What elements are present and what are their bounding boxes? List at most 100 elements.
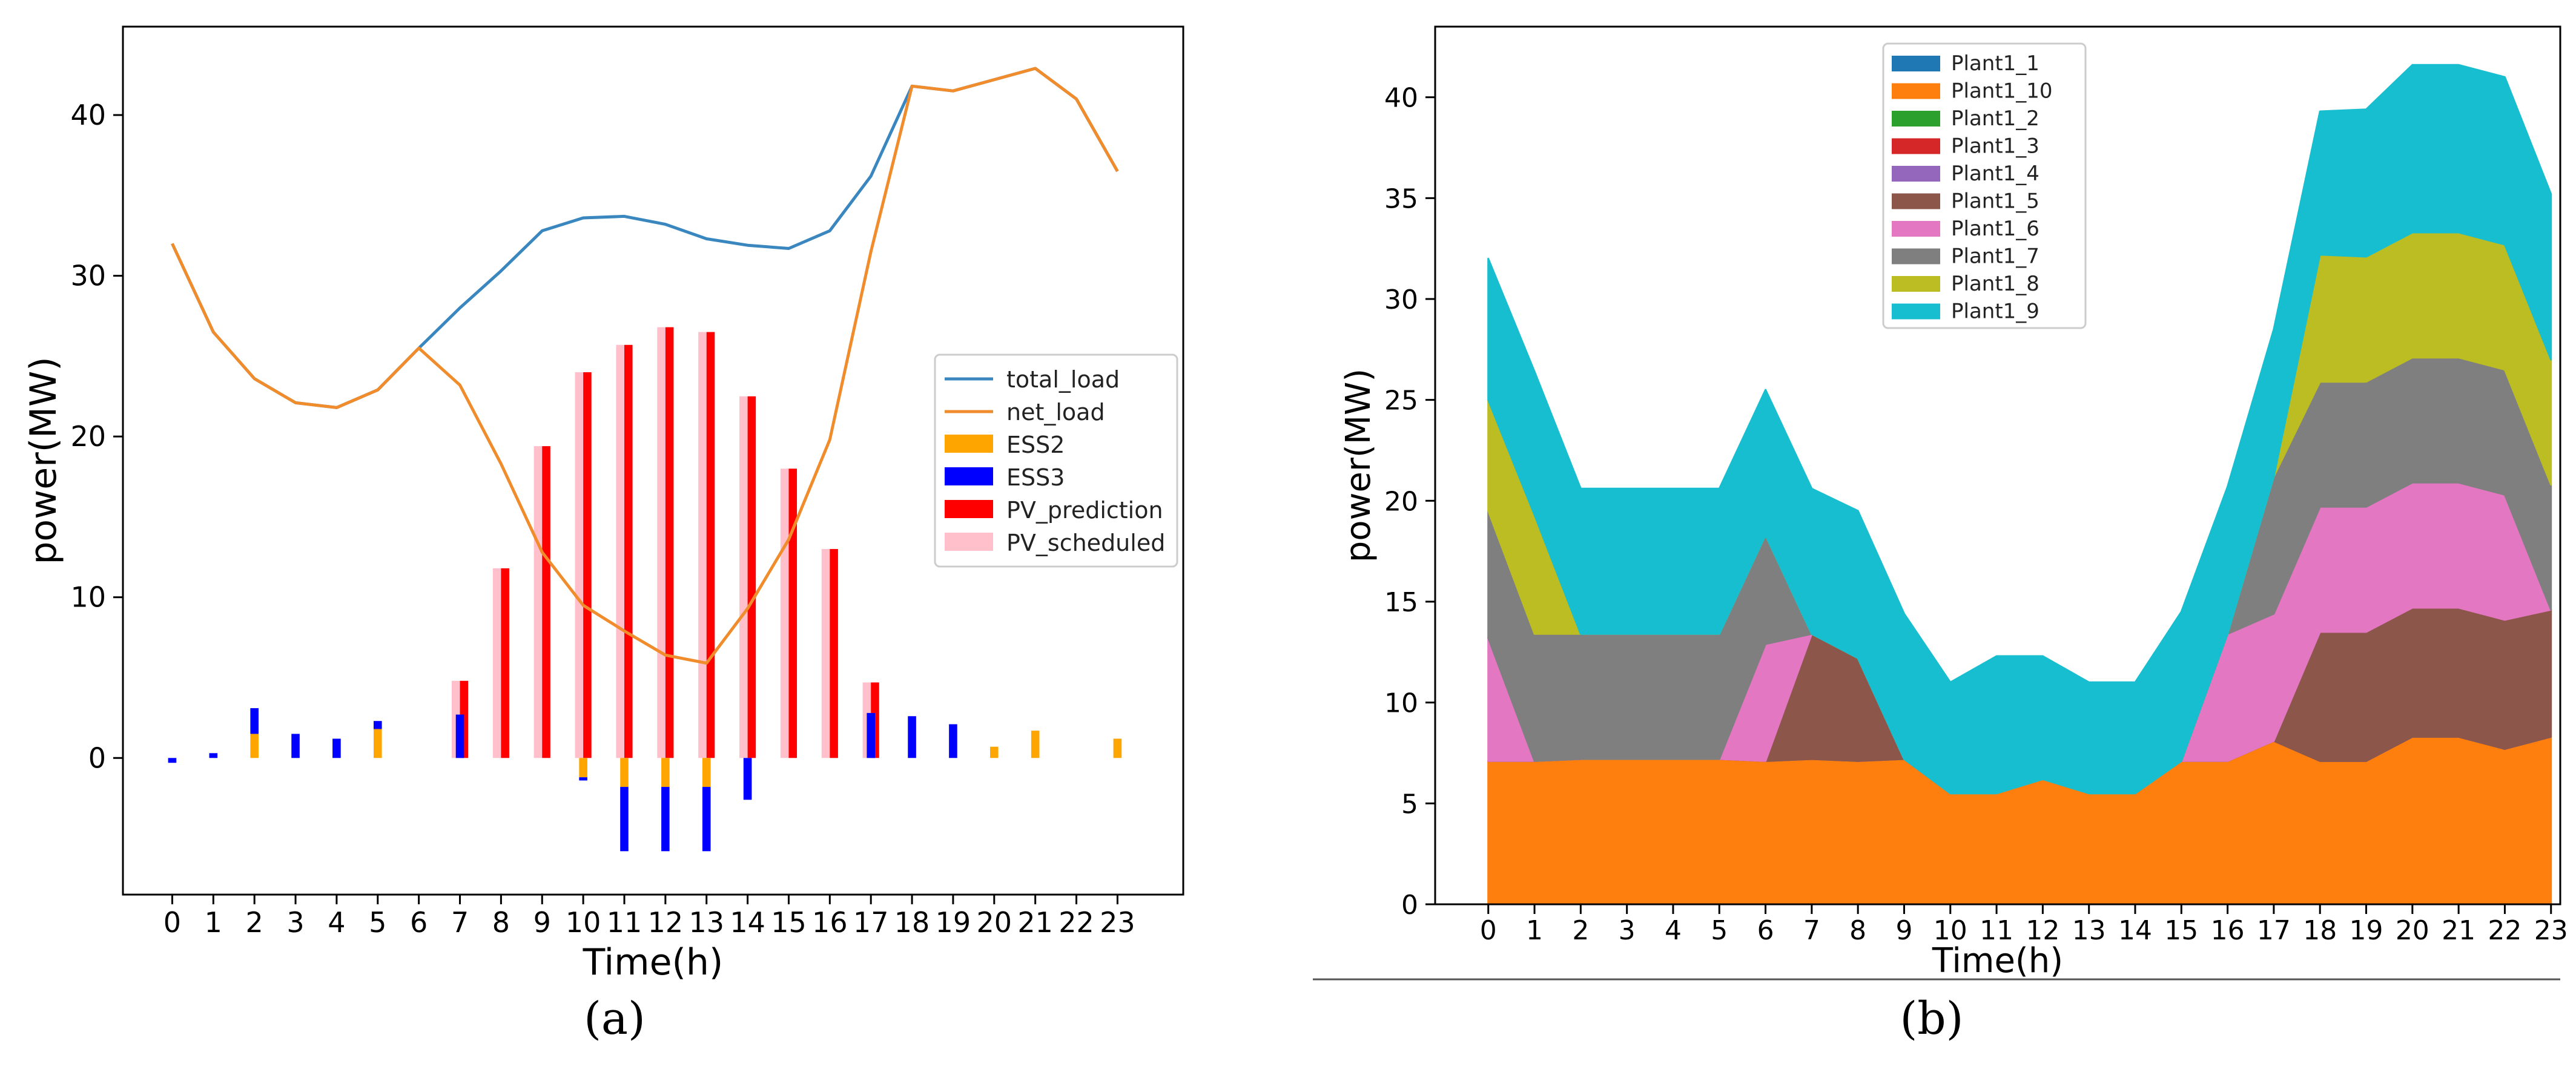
bar-pv-prediction: [830, 549, 838, 758]
x-tick-label: 5: [1711, 915, 1728, 946]
legend-label: net_load: [1006, 399, 1105, 426]
bar-ess3: [579, 777, 587, 781]
plot-frame: [1434, 25, 2561, 905]
x-tick-label: 4: [328, 906, 345, 939]
x-tick-label: 23: [1100, 906, 1135, 939]
y-tick-label: 20: [70, 420, 106, 453]
bar-ess3: [373, 721, 382, 729]
bar-ess3: [743, 758, 752, 800]
bar-pv-prediction: [665, 327, 674, 758]
y-tick-label: 10: [1384, 688, 1418, 719]
bar-ess2: [620, 758, 629, 787]
legend-swatch-plant1-3: [1892, 138, 1940, 154]
bar-pv-scheduled: [616, 344, 624, 758]
y-axis-label: power(MW): [1339, 369, 1378, 562]
x-tick-label: 22: [2488, 915, 2522, 946]
area-plant1-9: [1487, 64, 2552, 795]
y-tick-label: 15: [1384, 587, 1418, 618]
bar-pv-scheduled: [492, 568, 501, 758]
legend-label: Plant1_8: [1951, 272, 2039, 296]
x-tick-label: 14: [730, 906, 765, 939]
x-tick-label: 19: [936, 906, 971, 939]
bar-ess3: [620, 787, 629, 852]
legend-label: Plant1_2: [1951, 107, 2039, 131]
legend-swatch-plant1-2: [1892, 111, 1940, 127]
bar-pv-scheduled: [533, 446, 543, 758]
bar-ess3: [661, 787, 670, 852]
legend-box: [934, 353, 1178, 568]
bar-ess3: [867, 712, 875, 758]
y-tick-label: 10: [70, 581, 106, 614]
x-tick-label: 17: [853, 906, 889, 939]
legend-swatch-ess2: [945, 435, 993, 453]
legend-label: total_load: [1006, 366, 1120, 393]
x-tick-label: 15: [2164, 915, 2198, 946]
x-tick-label: 21: [1017, 906, 1053, 939]
line-net-load: [171, 67, 1119, 665]
y-axis-label: power(MW): [22, 357, 65, 564]
bar-pv-scheduled: [657, 327, 665, 758]
bar-pv-prediction: [501, 568, 509, 758]
bar-ess2: [373, 729, 382, 758]
bar-ess3: [949, 724, 957, 758]
y-tick-label: 30: [70, 260, 106, 292]
y-tick-label: 0: [88, 741, 106, 774]
x-tick-label: 20: [977, 906, 1012, 939]
legend-swatch-pv-prediction: [945, 500, 993, 518]
bar-ess2: [250, 734, 259, 758]
bar-ess2: [990, 746, 999, 758]
y-tick-label: 25: [1384, 386, 1418, 416]
bar-ess3: [702, 787, 711, 852]
bar-ess3: [209, 753, 218, 758]
bar-pv-prediction: [747, 396, 756, 758]
x-tick-label: 18: [894, 906, 930, 939]
x-axis-label: Time(h): [583, 941, 724, 984]
legend-swatch-ess3: [945, 467, 993, 485]
y-tick-label: 35: [1384, 183, 1418, 214]
bar-pv-scheduled: [780, 468, 789, 758]
x-tick-label: 1: [1526, 915, 1543, 946]
x-tick-label: 2: [1572, 915, 1589, 946]
x-tick-label: 11: [1980, 915, 2013, 946]
legend-label: ESS2: [1006, 432, 1065, 458]
legend-swatch-pv-scheduled: [945, 533, 993, 551]
legend-swatch-plant1-1: [1892, 56, 1940, 71]
legend-swatch-plant1-9: [1892, 303, 1940, 320]
bar-ess2: [661, 758, 670, 787]
legend-swatch-plant1-6: [1892, 221, 1940, 237]
x-tick-label: 22: [1058, 906, 1094, 939]
legend-label: Plant1_9: [1951, 300, 2039, 324]
x-tick-label: 4: [1665, 915, 1682, 946]
x-tick-label: 20: [2396, 915, 2429, 946]
bar-pv-prediction: [583, 372, 592, 758]
legend-swatch-plant1-5: [1892, 193, 1940, 209]
bar-ess2: [1113, 738, 1122, 758]
x-tick-label: 6: [1757, 915, 1774, 946]
x-tick-label: 3: [1619, 915, 1636, 946]
y-tick-label: 30: [1384, 284, 1418, 315]
x-tick-label: 7: [1803, 915, 1820, 946]
legend-label: ESS3: [1006, 464, 1065, 491]
x-tick-label: 0: [1480, 915, 1497, 946]
x-tick-label: 9: [533, 906, 551, 939]
bar-pv-scheduled: [821, 549, 830, 758]
bar-pv-prediction: [542, 446, 550, 758]
y-tick-label: 40: [70, 99, 106, 131]
x-tick-label: 5: [369, 906, 386, 939]
x-tick-label: 10: [566, 906, 601, 939]
legend-swatch-plant1-8: [1892, 276, 1940, 292]
bar-ess2: [579, 758, 587, 778]
bar-pv-prediction: [788, 468, 798, 758]
bar-ess3: [291, 734, 300, 758]
x-tick-label: 2: [246, 906, 263, 939]
x-tick-label: 0: [163, 906, 181, 939]
x-tick-label: 14: [2118, 915, 2152, 946]
panel-b-label: (b): [1900, 993, 1963, 1045]
x-tick-label: 8: [1849, 915, 1866, 946]
bar-pv-scheduled: [739, 396, 748, 758]
x-tick-label: 10: [1934, 915, 1967, 946]
